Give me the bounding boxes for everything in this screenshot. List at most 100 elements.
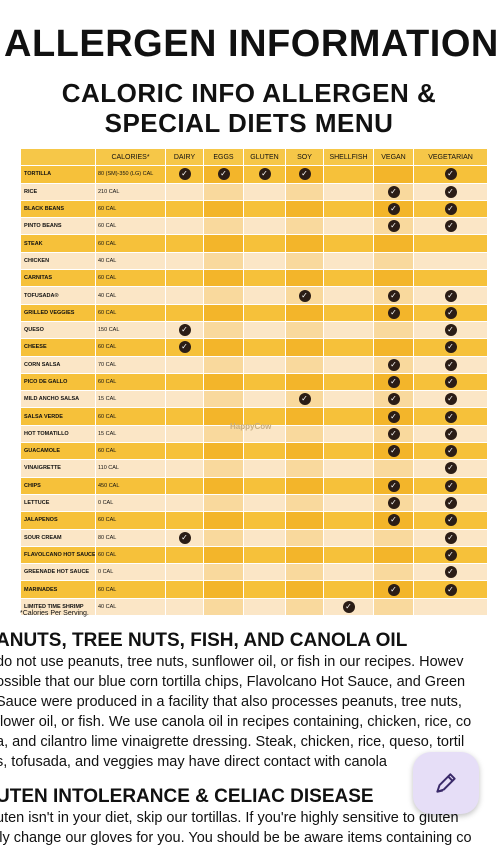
flag-cell xyxy=(203,269,244,288)
flag-cell xyxy=(323,217,374,236)
table-row: MARINADES 60 CAL ✓ ✓ xyxy=(20,580,488,599)
flag-cell xyxy=(165,372,204,392)
flag-cell: ✓ xyxy=(285,390,324,409)
check-icon: ✓ xyxy=(444,324,457,337)
calories-value: 15 CAL xyxy=(95,424,166,444)
flag-cell xyxy=(323,269,374,288)
check-icon: ✓ xyxy=(387,306,400,319)
item-name: GUACAMOLE xyxy=(20,442,96,461)
flag-cell: ✓ xyxy=(203,165,244,184)
flag-cell xyxy=(243,459,286,478)
flag-cell xyxy=(285,407,324,426)
check-icon: ✓ xyxy=(298,168,311,181)
flag-cell xyxy=(323,320,374,340)
flag-cell: ✓ xyxy=(413,217,488,236)
calories-value: 80 (SM)-350 (LG) CAL xyxy=(95,165,166,184)
item-name: VINAIGRETTE xyxy=(20,459,96,478)
flag-cell xyxy=(203,476,244,495)
check-icon: ✓ xyxy=(444,445,457,458)
flag-cell: ✓ xyxy=(413,407,488,426)
check-icon: ✓ xyxy=(178,341,191,354)
flag-cell xyxy=(243,372,286,392)
calories-value: 0 CAL xyxy=(95,493,166,513)
flag-cell xyxy=(285,580,324,599)
calories-value: 60 CAL xyxy=(95,545,166,565)
flag-cell xyxy=(243,234,286,253)
check-icon: ✓ xyxy=(444,168,457,181)
page-title: ALLERGEN INFORMATION xyxy=(4,23,499,65)
flag-cell xyxy=(373,545,414,565)
menu-title-line1: CALORIC INFO ALLERGEN & xyxy=(61,78,437,108)
flag-cell xyxy=(165,217,204,236)
calories-value: 0 CAL xyxy=(95,563,166,582)
item-name: CHICKEN xyxy=(20,251,96,271)
check-icon: ✓ xyxy=(387,479,400,492)
flag-cell xyxy=(165,493,204,513)
flag-cell xyxy=(165,286,204,305)
table-row: HOT TOMATILLO 15 CAL ✓ ✓ xyxy=(20,424,488,444)
column-header: GLUTEN xyxy=(243,147,286,167)
flag-cell xyxy=(243,528,286,547)
calories-value: 80 CAL xyxy=(95,528,166,547)
flag-cell xyxy=(165,459,204,478)
item-name: LETTUCE xyxy=(20,493,96,513)
table-row: CHEESE 60 CAL ✓ ✓ xyxy=(20,338,488,357)
calories-value: 60 CAL xyxy=(95,442,166,461)
flag-cell xyxy=(285,199,324,219)
flag-cell xyxy=(373,528,414,547)
flag-cell xyxy=(165,303,204,322)
item-name: JALAPENOS xyxy=(20,511,96,530)
flag-cell xyxy=(323,476,374,495)
flag-cell: ✓ xyxy=(165,165,204,184)
check-icon: ✓ xyxy=(387,203,400,216)
flag-cell xyxy=(323,372,374,392)
flag-cell xyxy=(243,199,286,219)
flag-cell xyxy=(243,286,286,305)
table-row: FLAVOLCANO HOT SAUCE 60 CAL ✓ xyxy=(20,545,488,565)
flag-cell xyxy=(323,424,374,444)
allergen-table: CALORIES* DAIRY EGGS GLUTEN SOY SHELLFISH VEGA… xyxy=(20,147,488,617)
check-icon: ✓ xyxy=(342,600,355,613)
item-name: MILD ANCHO SALSA xyxy=(20,390,96,409)
flag-cell xyxy=(323,303,374,322)
calories-value: 60 CAL xyxy=(95,338,166,357)
flag-cell xyxy=(243,597,286,617)
flag-cell xyxy=(323,390,374,409)
item-name: SALSA VERDE xyxy=(20,407,96,426)
flag-cell xyxy=(243,563,286,582)
flag-cell: ✓ xyxy=(413,511,488,530)
flag-cell: ✓ xyxy=(413,303,488,322)
flag-cell xyxy=(323,407,374,426)
flag-cell xyxy=(285,182,324,201)
flag-cell xyxy=(165,442,204,461)
flag-cell: ✓ xyxy=(165,320,204,340)
calories-value: 40 CAL xyxy=(95,251,166,271)
flag-cell xyxy=(243,269,286,288)
flag-cell xyxy=(323,528,374,547)
item-name: GRILLED VEGGIES xyxy=(20,303,96,322)
flag-cell xyxy=(373,251,414,271)
item-name: RICE xyxy=(20,182,96,201)
edit-fab-button[interactable] xyxy=(413,752,479,814)
flag-cell xyxy=(373,165,414,184)
flag-cell xyxy=(203,182,244,201)
item-name: TOFUSADA® xyxy=(20,286,96,305)
flag-cell xyxy=(285,528,324,547)
flag-cell: ✓ xyxy=(373,511,414,530)
flag-cell: ✓ xyxy=(165,338,204,357)
flag-cell: ✓ xyxy=(413,165,488,184)
flag-cell xyxy=(243,442,286,461)
flag-cell xyxy=(243,355,286,374)
flag-cell xyxy=(323,545,374,565)
check-icon: ✓ xyxy=(387,376,400,388)
flag-cell: ✓ xyxy=(373,493,414,513)
item-name: PINTO BEANS xyxy=(20,217,96,236)
table-row: GREENADE HOT SAUCE 0 CAL ✓ xyxy=(20,563,488,582)
check-icon: ✓ xyxy=(444,289,457,302)
flag-cell xyxy=(285,563,324,582)
flag-cell xyxy=(323,182,374,201)
flag-cell xyxy=(165,182,204,201)
flag-cell xyxy=(413,269,488,288)
flag-cell xyxy=(285,269,324,288)
edit-pen-icon xyxy=(436,773,456,793)
